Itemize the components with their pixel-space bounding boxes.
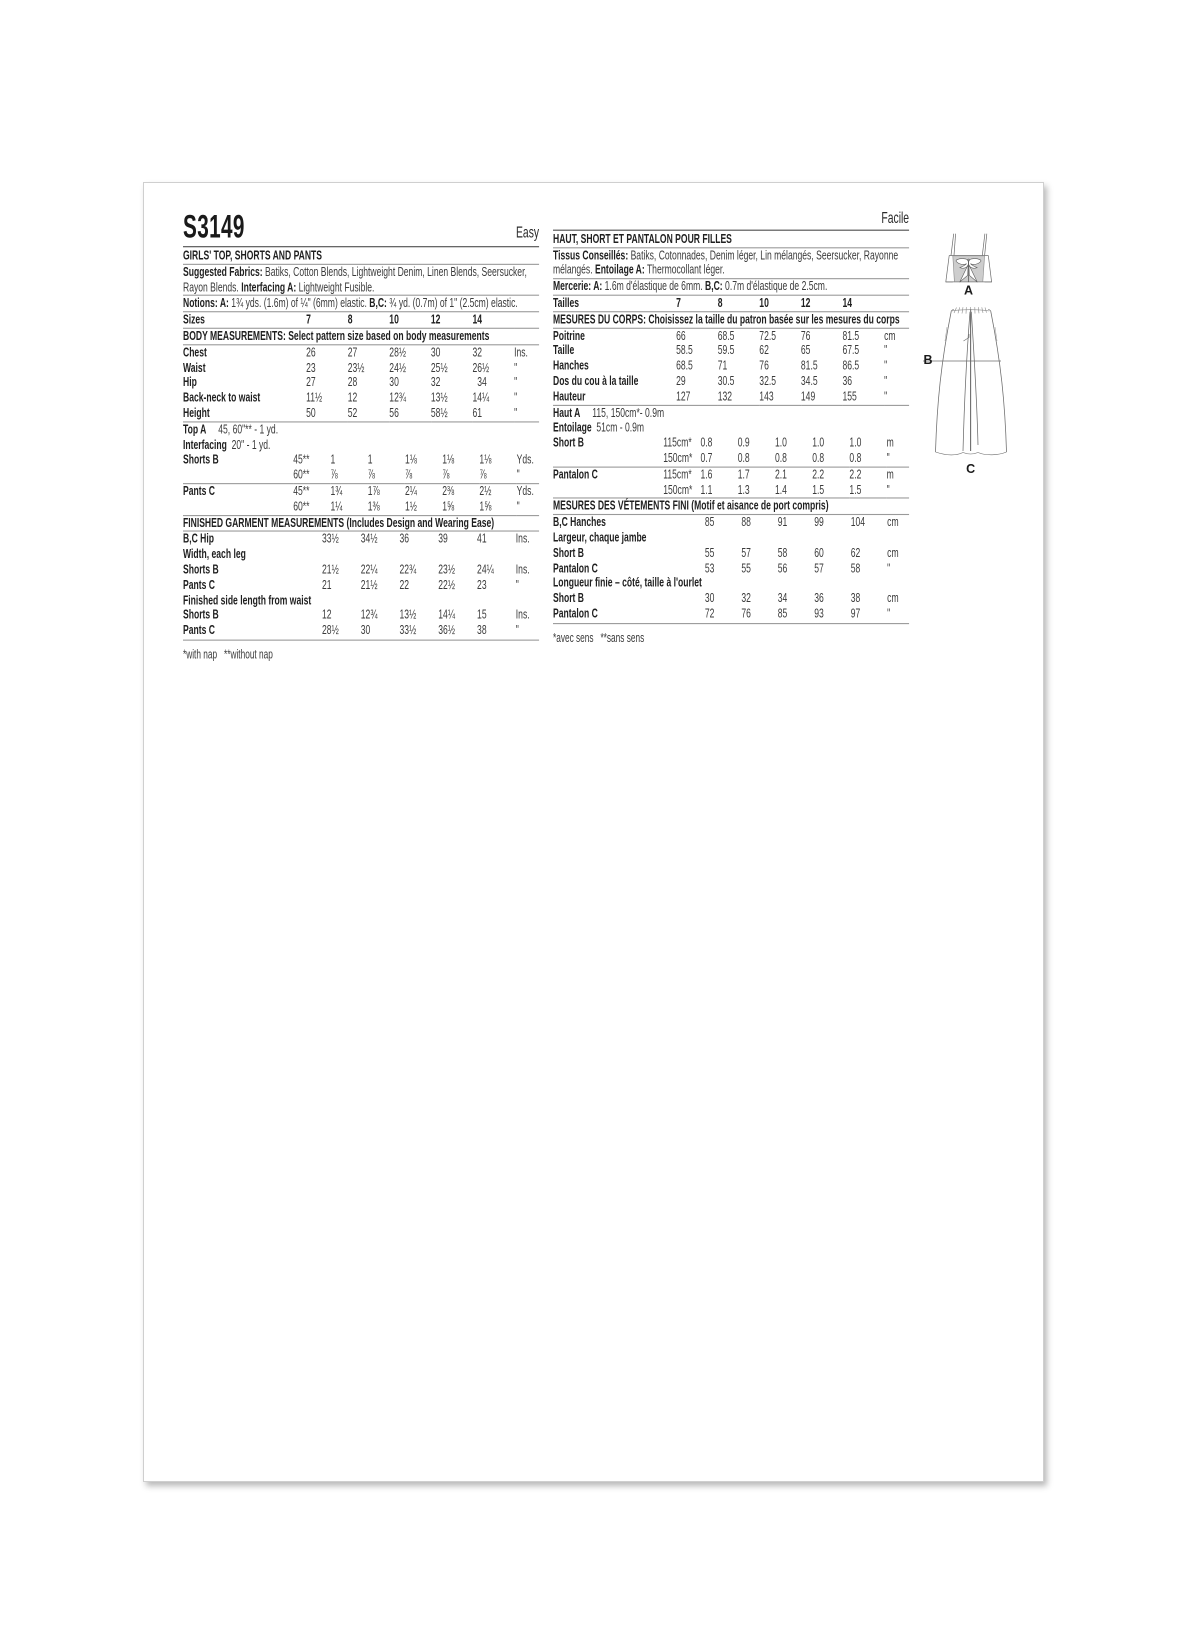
svg-text:B: B xyxy=(923,353,932,367)
svg-text:C: C xyxy=(966,462,975,476)
svg-text:A: A xyxy=(964,284,973,298)
